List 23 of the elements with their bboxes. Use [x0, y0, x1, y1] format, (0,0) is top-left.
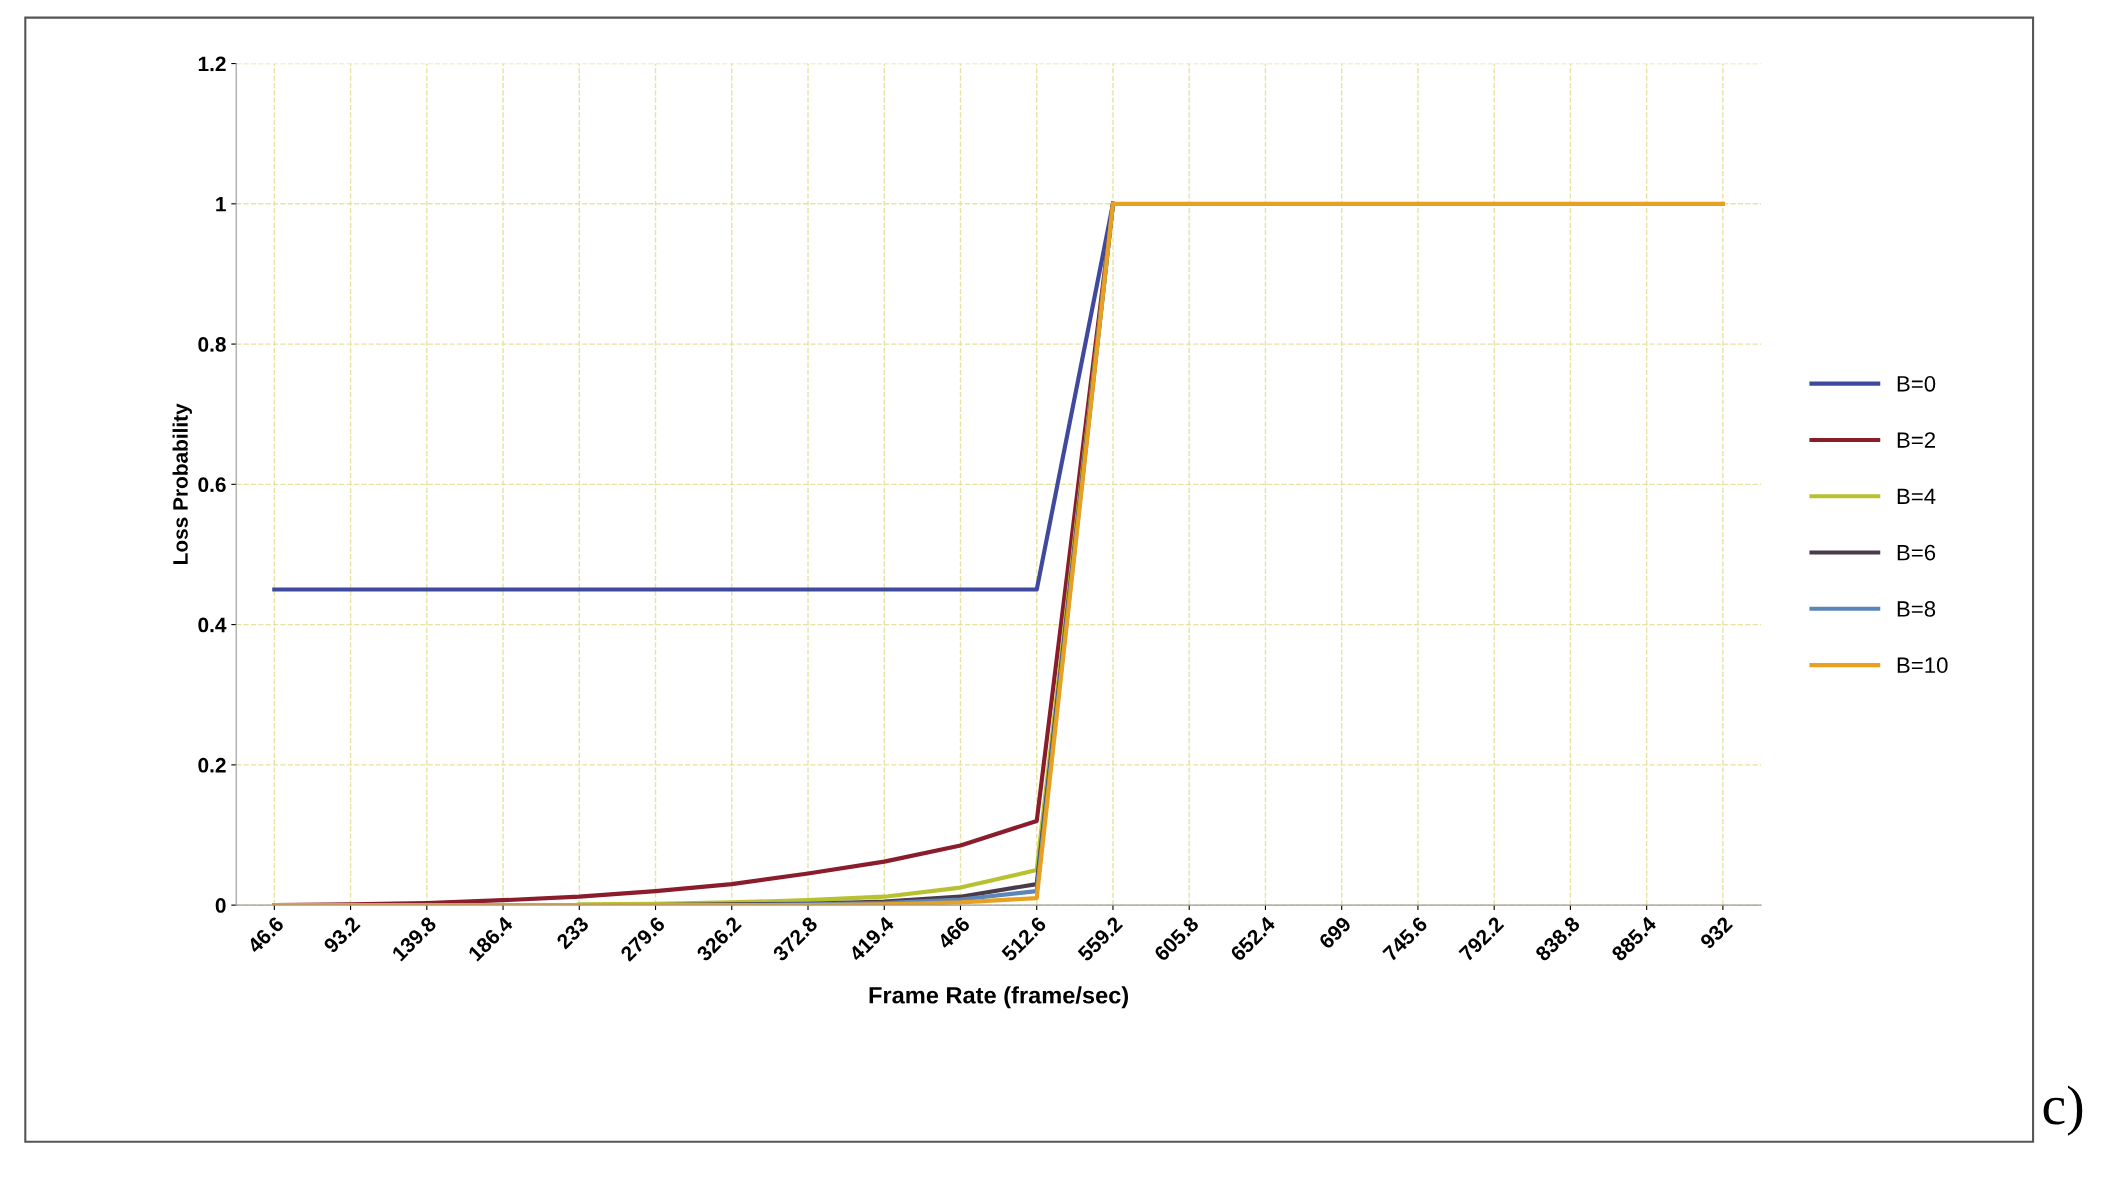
- y-tick-label: 0.4: [198, 617, 227, 633]
- x-tick-label: 466: [936, 915, 971, 951]
- x-axis-title: Frame Rate (frame/sec): [869, 986, 1129, 1009]
- legend-label: B=4: [1897, 488, 1936, 505]
- y-tick-label: 0.6: [198, 477, 226, 493]
- legend-label: B=0: [1897, 375, 1936, 392]
- text: c): [2043, 1085, 2083, 1136]
- y-tick-label: 0: [215, 898, 226, 913]
- line-series: [272, 201, 1725, 906]
- legend-label: B=10: [1897, 657, 1948, 674]
- y-axis-title: Loss Probability: [172, 403, 192, 564]
- y-tick-label: 0.8: [198, 337, 226, 352]
- x-tick-label: 233: [555, 915, 590, 950]
- x-tick-label: 932: [1699, 915, 1734, 950]
- legend-label: B=2: [1897, 432, 1935, 448]
- legend-label: B=8: [1897, 601, 1936, 617]
- y-tick-label: 0.2: [198, 757, 226, 773]
- y-tick-label: 1: [216, 197, 226, 212]
- legend-label: B=6: [1897, 544, 1936, 561]
- x-tick-label: 46.6: [246, 915, 285, 955]
- x-tick-label: 93.2: [322, 915, 361, 954]
- y-tick-label: 1.2: [198, 56, 226, 72]
- x-tick-label: 699: [1318, 915, 1352, 950]
